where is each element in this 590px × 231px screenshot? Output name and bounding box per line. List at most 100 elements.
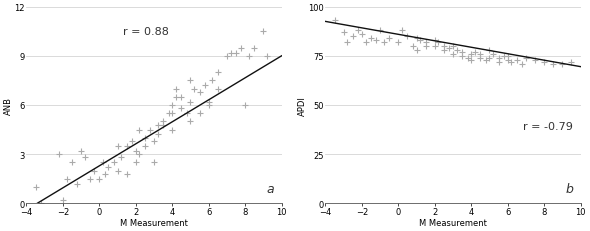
Point	[412, 37, 421, 41]
Point	[357, 33, 366, 37]
Point	[168, 128, 177, 132]
Point	[89, 169, 99, 173]
Point	[244, 55, 254, 58]
Point	[58, 198, 68, 202]
Point	[507, 61, 516, 64]
Point	[62, 177, 71, 181]
Point	[122, 172, 132, 176]
Point	[67, 161, 77, 164]
Point	[457, 51, 467, 55]
Point	[499, 55, 509, 58]
Point	[434, 41, 443, 45]
Point	[237, 47, 246, 50]
Point	[250, 47, 259, 50]
Y-axis label: APDI: APDI	[298, 96, 307, 116]
Point	[37, 202, 46, 205]
Point	[549, 63, 558, 66]
Point	[195, 91, 204, 94]
Point	[122, 144, 132, 148]
Point	[489, 53, 498, 56]
Point	[153, 123, 162, 127]
Point	[208, 79, 217, 83]
Point	[467, 53, 476, 56]
Point	[485, 57, 494, 60]
Point	[104, 166, 113, 169]
Point	[195, 112, 204, 116]
Point	[470, 51, 480, 55]
X-axis label: M Measurement: M Measurement	[120, 218, 188, 227]
Point	[186, 120, 195, 124]
Point	[140, 136, 150, 140]
Point	[86, 177, 95, 181]
Point	[131, 149, 140, 153]
Point	[176, 95, 186, 99]
Point	[131, 161, 140, 164]
Point	[149, 140, 159, 143]
Point	[521, 57, 530, 60]
Point	[394, 41, 403, 45]
Point	[153, 133, 162, 137]
Point	[204, 100, 214, 104]
Point	[467, 59, 476, 62]
Point	[222, 55, 232, 58]
Point	[412, 49, 421, 52]
Point	[127, 140, 137, 143]
Point	[100, 172, 110, 176]
Text: r = 0.88: r = 0.88	[123, 27, 169, 37]
Point	[379, 41, 388, 45]
Point	[171, 95, 181, 99]
Point	[503, 55, 512, 58]
Point	[113, 169, 122, 173]
Point	[258, 30, 268, 34]
Y-axis label: ANB: ANB	[4, 97, 13, 115]
Point	[421, 41, 431, 45]
Point	[240, 104, 250, 107]
Point	[330, 19, 339, 23]
Point	[463, 57, 473, 60]
Point	[481, 59, 490, 62]
Point	[186, 100, 195, 104]
Point	[494, 61, 503, 64]
Point	[31, 185, 40, 189]
Text: b: b	[565, 183, 573, 196]
Point	[457, 55, 467, 58]
Point	[201, 84, 210, 88]
Point	[339, 31, 349, 35]
Point	[113, 144, 122, 148]
Point	[375, 29, 385, 33]
Point	[135, 128, 144, 132]
Point	[448, 45, 458, 49]
Point	[372, 39, 381, 43]
Point	[164, 112, 173, 116]
Point	[353, 29, 363, 33]
Point	[366, 37, 376, 41]
Point	[430, 45, 440, 49]
Point	[439, 45, 448, 49]
Point	[421, 45, 431, 49]
Point	[135, 153, 144, 156]
Point	[204, 104, 214, 107]
Point	[448, 53, 458, 56]
Point	[94, 177, 104, 181]
Point	[158, 123, 168, 127]
Point	[231, 52, 241, 55]
Point	[140, 144, 150, 148]
Point	[168, 112, 177, 116]
X-axis label: M Measurement: M Measurement	[419, 218, 487, 227]
Point	[168, 104, 177, 107]
Point	[99, 161, 108, 164]
Text: r = -0.79: r = -0.79	[523, 121, 573, 131]
Point	[186, 79, 195, 83]
Point	[361, 41, 371, 45]
Point	[408, 45, 418, 49]
Point	[149, 161, 159, 164]
Point	[343, 41, 352, 45]
Point	[348, 35, 358, 39]
Point	[539, 61, 549, 64]
Text: a: a	[266, 183, 274, 196]
Point	[439, 49, 448, 52]
Point	[517, 63, 527, 66]
Point	[226, 52, 235, 55]
Point	[512, 59, 522, 62]
Point	[558, 63, 567, 66]
